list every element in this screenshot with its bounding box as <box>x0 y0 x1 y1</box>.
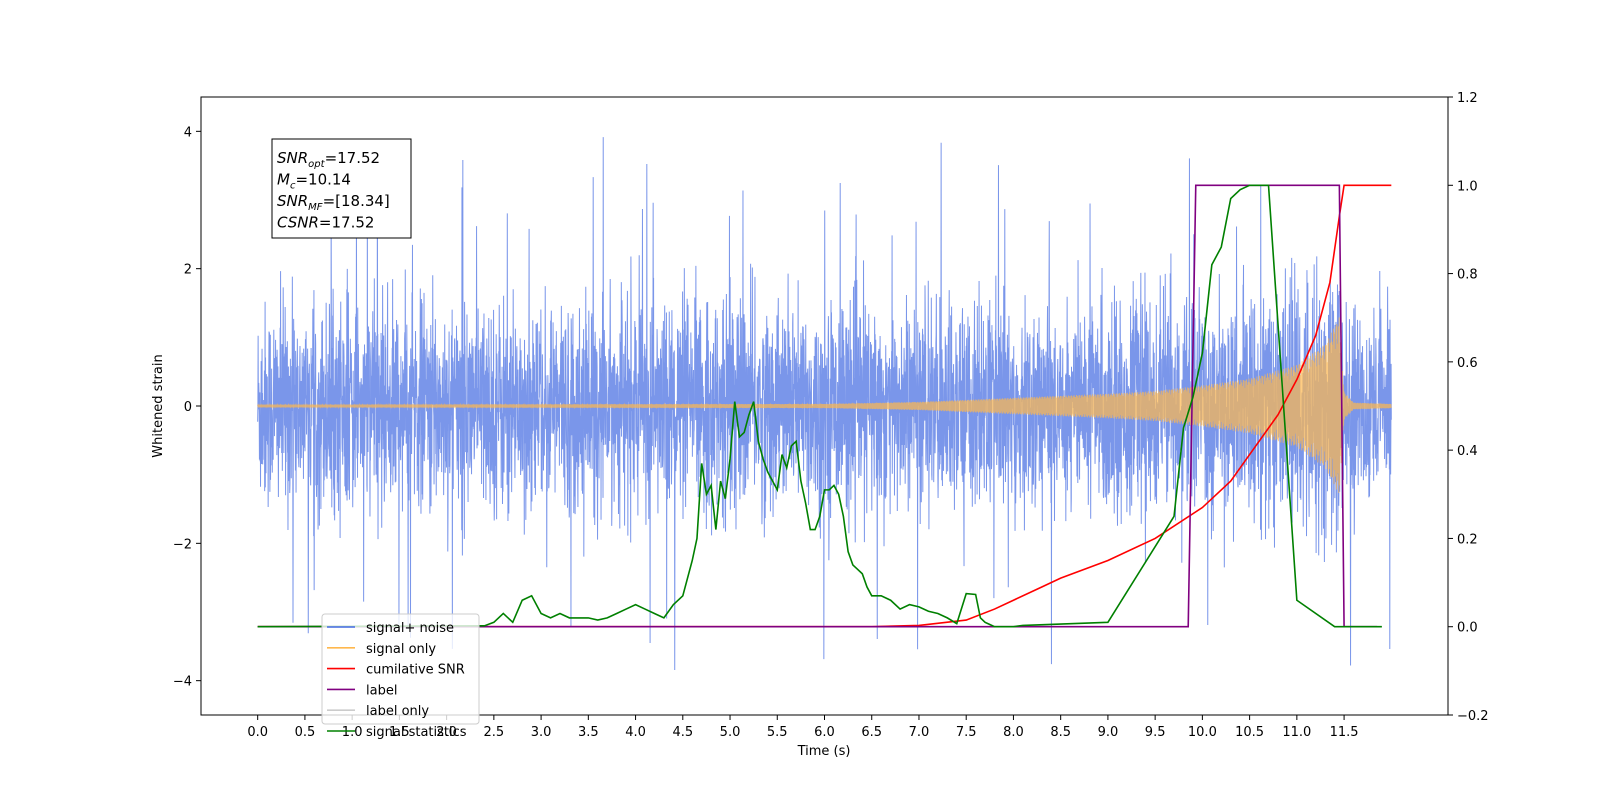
x-tick-label: 8.5 <box>1050 725 1071 740</box>
legend-frame <box>321 613 480 725</box>
plot-area <box>257 137 1392 670</box>
legend-entry: label <box>366 683 397 698</box>
y-right-tick-label: 1.2 <box>1457 91 1478 106</box>
annotation-subscript: c <box>290 181 296 192</box>
y-right-tick-label: 0.2 <box>1457 532 1478 547</box>
x-tick-label: 6.5 <box>861 725 882 740</box>
y-right-tick-label: 0.6 <box>1457 356 1478 371</box>
series-signal-only <box>257 317 1392 493</box>
x-tick-label: 3.0 <box>531 725 552 740</box>
x-tick-label: 9.5 <box>1145 725 1166 740</box>
x-tick-label: 9.0 <box>1098 725 1119 740</box>
y-axis-left: −4 −2 0 2 4 <box>173 125 201 690</box>
annotation-line: Mc=10.14 <box>277 171 351 192</box>
x-tick-label: 5.5 <box>767 725 788 740</box>
y-left-tick-label: 2 <box>184 263 192 278</box>
annotation-symbol: CSNR <box>277 214 319 232</box>
x-tick-label: 7.5 <box>956 725 977 740</box>
y-right-tick-label: 0.8 <box>1457 268 1478 283</box>
y-left-tick-label: 0 <box>184 400 192 415</box>
y-right-tick-label: −0.2 <box>1457 709 1489 724</box>
x-axis: 0.0 0.5 1.0 1.5 2.0 2.5 3.0 3.5 4.0 4.5 5.0 5.5 6.0 6… <box>247 715 1359 740</box>
series-cumilative-snr <box>257 184 1392 628</box>
annotation-box: SNRopt=17.52Mc=10.14SNRMF=[18.34]CSNR=17… <box>271 138 412 239</box>
annotation-frame <box>271 138 412 239</box>
y-right-tick-label: 0.4 <box>1457 444 1478 459</box>
x-tick-label: 1.5 <box>389 725 410 740</box>
x-tick-label: 0.0 <box>247 725 268 740</box>
x-tick-label: 2.0 <box>436 725 457 740</box>
y-right-tick-label: 0.0 <box>1457 621 1478 636</box>
legend: signal+ noise signal only cumilative SNR la… <box>321 613 480 740</box>
x-tick-label: 7.0 <box>909 725 930 740</box>
annotation-line: SNRopt=17.52 <box>277 149 380 170</box>
annotation-subscript: opt <box>308 159 325 170</box>
x-tick-label: 5.0 <box>720 725 741 740</box>
x-tick-label: 4.0 <box>625 725 646 740</box>
right-axis-series <box>257 184 1392 628</box>
annotation-symbol: SNR <box>277 149 308 167</box>
annotation-value: =17.52 <box>319 214 375 232</box>
x-tick-label: 11.5 <box>1330 725 1359 740</box>
x-tick-label: 1.0 <box>342 725 363 740</box>
series-signal-plus-noise <box>257 137 1392 670</box>
annotation-subscript: MF <box>308 202 323 213</box>
annotation-line: CSNR=17.52 <box>277 214 374 232</box>
annotation-symbol: SNR <box>277 192 308 210</box>
x-tick-label: 3.5 <box>578 725 599 740</box>
x-axis-label: Time (s) <box>797 744 851 759</box>
x-tick-label: 4.5 <box>672 725 693 740</box>
annotation-value: =10.14 <box>295 171 351 189</box>
annotation-value: =[18.34] <box>323 192 390 210</box>
annotation-value: =17.52 <box>325 149 381 167</box>
annotation-symbol: M <box>277 171 290 189</box>
annotation-line: SNRMF=[18.34] <box>277 192 390 213</box>
y-left-tick-label: −2 <box>173 537 192 552</box>
legend-entry: label only <box>366 704 429 719</box>
y-axis-left-label: Whitened strain <box>151 354 166 457</box>
x-tick-label: 6.0 <box>814 725 835 740</box>
x-tick-label: 0.5 <box>295 725 316 740</box>
legend-entry: signal+ noise <box>366 621 454 636</box>
y-right-tick-label: 1.0 <box>1457 179 1478 194</box>
y-axis-right: −0.2 0.0 0.2 0.4 0.6 0.8 1.0 1.2 <box>1448 91 1489 724</box>
x-tick-label: 11.0 <box>1282 725 1311 740</box>
x-tick-label: 2.5 <box>484 725 505 740</box>
y-left-tick-label: −4 <box>173 675 192 690</box>
legend-entry: cumilative SNR <box>366 663 465 678</box>
x-tick-label: 10.5 <box>1235 725 1264 740</box>
x-tick-label: 8.0 <box>1003 725 1024 740</box>
y-left-tick-label: 4 <box>184 125 192 140</box>
legend-entry: signal statistics <box>366 725 467 740</box>
series-signal-statistics <box>257 184 1382 628</box>
x-tick-label: 10.0 <box>1188 725 1217 740</box>
legend-entry: signal only <box>366 642 436 657</box>
